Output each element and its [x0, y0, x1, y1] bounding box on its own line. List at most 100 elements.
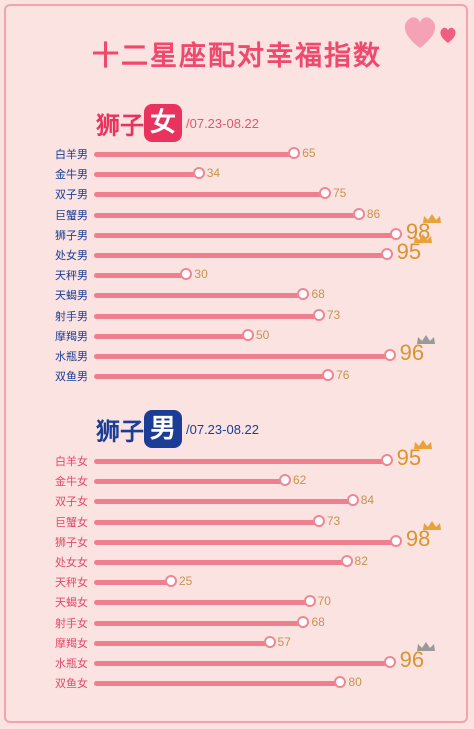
value-label: 25 — [179, 574, 193, 589]
bar-end-marker — [380, 248, 393, 260]
bar — [94, 499, 353, 505]
chart-row: 狮子女 98 — [0, 520, 474, 552]
category-label: 处女女 — [55, 556, 88, 569]
chart-row: 水瓶男 96 — [0, 335, 474, 366]
bar-end-marker — [165, 575, 177, 588]
bar-end-marker — [340, 555, 353, 567]
value-label: 30 — [194, 267, 208, 282]
bar — [94, 374, 329, 380]
value-label: 34 — [206, 166, 221, 181]
bar — [94, 152, 295, 157]
category-label: 狮子女 — [55, 535, 88, 549]
bar — [94, 479, 285, 485]
chart-row: 水瓶女 96 — [0, 642, 474, 673]
bar-end-marker — [312, 514, 325, 527]
crown-icon — [416, 330, 436, 344]
value-label: 80 — [348, 675, 362, 690]
chart-row: 双子男 75 — [0, 184, 474, 204]
category-label: 天蝎女 — [55, 596, 88, 610]
bar-end-marker — [263, 635, 276, 648]
bar-end-marker — [352, 207, 365, 220]
bar — [94, 333, 248, 339]
value-label: 73 — [326, 513, 341, 528]
bar — [94, 600, 310, 606]
category-label: 天蝎男 — [55, 289, 88, 303]
chart-row: 巨蟹女 73 — [0, 512, 474, 532]
page-frame — [4, 4, 468, 723]
category-label: 天秤女 — [55, 576, 88, 590]
section-sign: 狮子 — [96, 111, 144, 140]
bar-end-marker — [192, 167, 205, 180]
chart-row: 天秤女 25 — [0, 572, 474, 592]
bar-end-marker — [312, 308, 325, 321]
bar-end-marker — [319, 187, 331, 200]
category-label: 双子女 — [55, 495, 88, 509]
section-header-lion-male: 狮子男/07.23-08.22 — [96, 410, 259, 450]
chart-row: 金牛男 34 — [0, 164, 474, 184]
value-label: 70 — [317, 594, 331, 609]
section-header-lion-female: 狮子女/07.23-08.22 — [96, 104, 259, 144]
category-label: 白羊女 — [55, 455, 88, 468]
heart-decoration-icon — [404, 17, 436, 48]
bar — [94, 459, 387, 464]
chart-row: 天蝎女 70 — [0, 592, 474, 612]
value-label: 62 — [292, 473, 307, 488]
category-label: 白羊男 — [55, 148, 88, 161]
section-date: /07.23-08.22 — [186, 421, 260, 437]
category-label: 狮子男 — [55, 228, 88, 242]
bar-end-marker — [297, 288, 310, 301]
bar — [94, 580, 171, 586]
bar-end-marker — [383, 656, 396, 668]
category-label: 金牛男 — [55, 168, 88, 182]
category-label: 射手女 — [55, 616, 88, 630]
bar-end-marker — [380, 454, 393, 466]
crown-icon — [413, 229, 433, 243]
chart-row: 双鱼女 80 — [0, 673, 474, 693]
value-label: 73 — [326, 307, 341, 322]
chart-row: 射手女 68 — [0, 613, 474, 633]
category-label: 摩羯女 — [55, 636, 88, 650]
chart-row: 摩羯男 50 — [0, 326, 474, 346]
section-date: /07.23-08.22 — [186, 115, 260, 131]
bar — [94, 232, 396, 238]
bar — [94, 560, 347, 565]
section-sign: 狮子 — [96, 417, 144, 446]
category-label: 巨蟹女 — [55, 515, 88, 529]
gender-badge: 男 — [144, 410, 182, 448]
bar — [94, 253, 387, 258]
crown-icon — [422, 516, 442, 530]
crown-icon — [416, 637, 436, 651]
category-label: 射手男 — [55, 309, 88, 323]
bar — [94, 354, 390, 359]
chart-row: 白羊男 65 — [0, 144, 474, 164]
bar-end-marker — [278, 474, 291, 487]
chart-row: 金牛女 62 — [0, 471, 474, 491]
category-label: 巨蟹男 — [55, 208, 88, 222]
bar-end-marker — [346, 494, 359, 507]
bar — [94, 620, 304, 626]
bar — [94, 192, 325, 198]
bar-end-marker — [297, 615, 310, 628]
value-label: 86 — [366, 206, 381, 221]
chart-row: 巨蟹男 86 — [0, 205, 474, 225]
bar-end-marker — [389, 227, 402, 240]
chart-row: 白羊女 95 — [0, 440, 474, 471]
bar-end-marker — [322, 369, 335, 382]
chart-row: 射手男 73 — [0, 306, 474, 326]
value-label: 96 — [399, 647, 425, 672]
bar-end-marker — [334, 676, 347, 689]
value-label: 65 — [302, 146, 316, 160]
value-label: 98 — [405, 525, 431, 551]
crown-icon — [413, 435, 433, 449]
chart-row: 摩羯女 57 — [0, 633, 474, 653]
bar-end-marker — [288, 147, 301, 159]
category-label: 处女男 — [55, 249, 88, 262]
value-label: 76 — [336, 368, 350, 383]
chart-row: 双鱼男 76 — [0, 366, 474, 386]
category-label: 双鱼女 — [55, 677, 88, 691]
category-label: 双鱼男 — [55, 370, 88, 384]
crown-icon — [422, 209, 442, 223]
chart-row: 处女男 95 — [0, 234, 474, 265]
bar — [94, 519, 319, 525]
chart-row: 处女女 82 — [0, 552, 474, 572]
